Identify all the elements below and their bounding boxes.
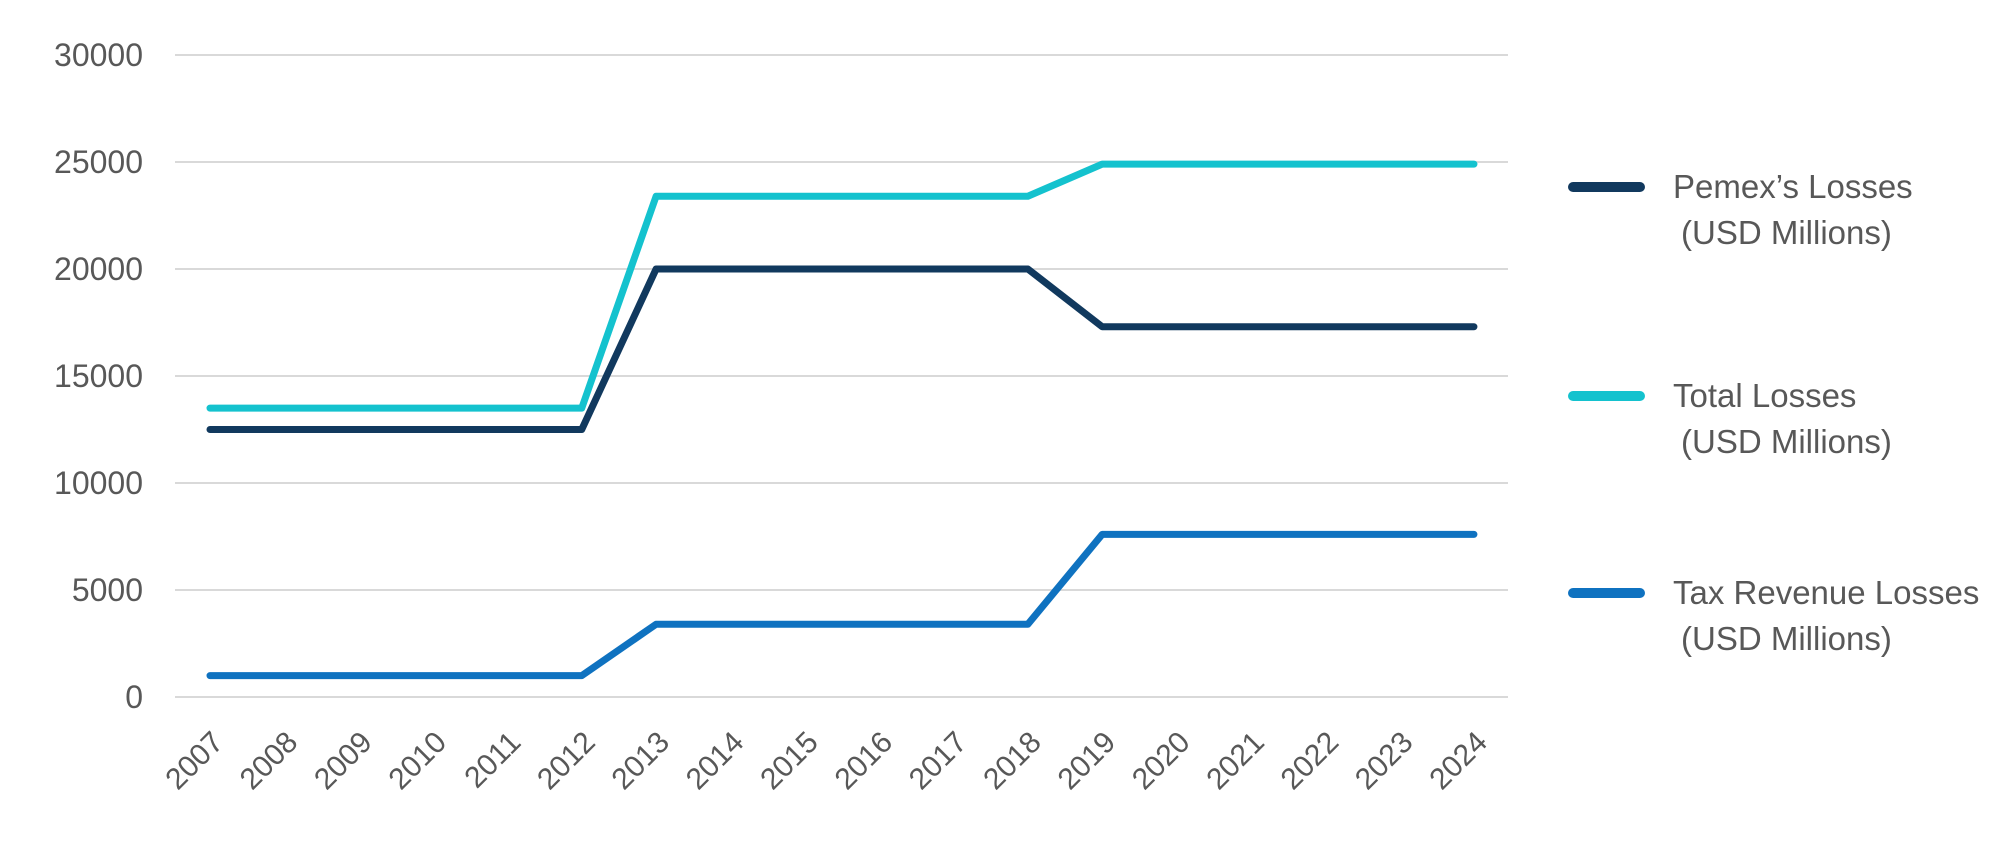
x-tick-label-2008: 2008 [234,726,305,797]
x-tick-label-2020: 2020 [1126,726,1197,797]
x-tick-label-2011: 2011 [458,726,527,795]
x-tick-label-2024: 2024 [1423,726,1494,797]
x-tick-label-2010: 2010 [382,726,453,797]
y-tick-label-5000: 5000 [72,572,143,608]
series-lines [206,160,1478,680]
x-tick-label-2012: 2012 [531,726,602,797]
y-tick-label-0: 0 [125,679,143,715]
x-tick-label-2009: 2009 [308,726,379,797]
y-tick-label-20000: 20000 [54,251,143,287]
x-tick-label-2007: 2007 [159,726,230,797]
series-line-total-losses-usd-millions [206,160,1478,412]
y-axis-tick-labels: 0 5000 10000 15000 20000 25000 30000 [54,37,143,715]
series-line-pemex-s-losses-usd-millions [206,265,1478,433]
x-tick-label-2016: 2016 [829,726,900,797]
y-tick-label-25000: 25000 [54,144,143,180]
x-tick-label-2023: 2023 [1349,726,1420,797]
x-tick-label-2013: 2013 [606,726,677,797]
x-tick-label-2018: 2018 [977,726,1048,797]
x-tick-label-2019: 2019 [1052,726,1123,797]
x-tick-label-2015: 2015 [754,726,825,797]
y-tick-label-10000: 10000 [54,465,143,501]
series-line-tax-revenue-losses-usd-millions [206,530,1478,680]
gridlines [175,54,1508,698]
x-tick-label-2014: 2014 [680,726,751,797]
x-tick-label-2021: 2021 [1200,726,1271,797]
x-axis-tick-labels: 2007 2008 2009 2010 2011 2012 2013 2014 2015 2016… [159,726,1493,797]
y-tick-label-30000: 30000 [54,37,143,73]
x-tick-label-2022: 2022 [1275,726,1346,797]
x-tick-label-2017: 2017 [903,726,974,797]
y-tick-label-15000: 15000 [54,358,143,394]
